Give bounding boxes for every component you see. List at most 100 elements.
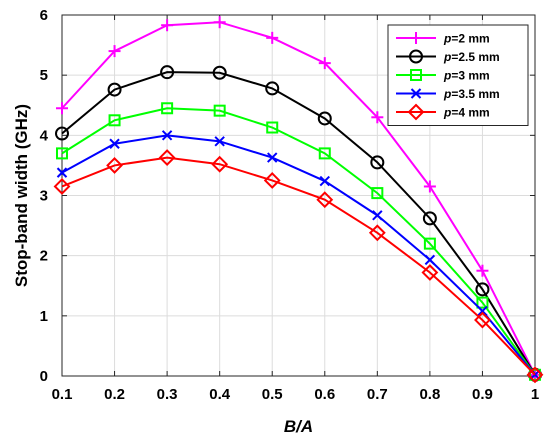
data-point-x bbox=[109, 138, 120, 149]
series-x bbox=[56, 130, 541, 381]
data-point-square bbox=[161, 102, 174, 115]
series-line bbox=[61, 107, 536, 376]
x-tick-label: 0.2 bbox=[104, 386, 125, 403]
x-tick-label: 0.1 bbox=[52, 386, 73, 403]
data-point-circle bbox=[55, 126, 69, 141]
data-point-x bbox=[214, 136, 225, 147]
legend-marker-square bbox=[410, 69, 422, 81]
legend-label-value: =2 mm bbox=[451, 32, 489, 46]
data-point-square bbox=[56, 147, 68, 160]
y-tick-label: 2 bbox=[40, 248, 48, 265]
data-point-diamond bbox=[368, 224, 386, 242]
data-point-diamond bbox=[263, 172, 281, 189]
series-line bbox=[61, 156, 536, 376]
data-point-circle bbox=[212, 65, 227, 80]
data-point-square bbox=[213, 104, 226, 117]
y-tick-label: 0 bbox=[40, 368, 48, 385]
x-axis-title: B/A bbox=[284, 417, 313, 436]
y-tick-label: 1 bbox=[40, 308, 48, 325]
legend-label-variable: p bbox=[443, 50, 451, 64]
x-tick-label: 0.4 bbox=[209, 386, 231, 403]
x-tick-label: 1 bbox=[531, 386, 539, 403]
legend-marker-diamond bbox=[407, 103, 425, 121]
y-axis-ticks: 0 1 2 3 4 5 6 bbox=[40, 7, 535, 385]
data-point-x bbox=[477, 305, 488, 317]
legend-entry: p=2.5 mm bbox=[396, 49, 500, 64]
data-point-circle bbox=[160, 65, 175, 80]
data-point-diamond bbox=[474, 311, 491, 329]
data-point-diamond bbox=[106, 157, 123, 174]
data-point-square bbox=[266, 121, 279, 134]
y-tick-label: 3 bbox=[40, 188, 48, 205]
data-point-x bbox=[424, 254, 436, 266]
data-point-x bbox=[319, 175, 330, 187]
legend-label: p=2 mm bbox=[443, 32, 490, 46]
legend-entry: p=4 mm bbox=[396, 103, 490, 121]
legend-marker-x bbox=[410, 88, 422, 99]
x-tick-label: 0.5 bbox=[262, 386, 283, 403]
legend-label-value: =2.5 mm bbox=[451, 50, 499, 64]
data-point-plus bbox=[213, 16, 226, 29]
x-tick-label: 0.7 bbox=[367, 386, 388, 403]
legend-entry: p=3 mm bbox=[396, 69, 490, 83]
legend-label-value: =4 mm bbox=[451, 106, 489, 120]
data-point-diamond bbox=[158, 149, 176, 167]
data-point-circle bbox=[265, 81, 280, 96]
y-tick-label: 6 bbox=[40, 7, 48, 24]
data-point-plus bbox=[56, 102, 68, 115]
legend-label: p=3.5 mm bbox=[443, 87, 500, 101]
series-diamond bbox=[53, 149, 544, 384]
data-point-x bbox=[372, 210, 383, 221]
x-tick-label: 0.8 bbox=[419, 386, 440, 403]
legend-label: p=2.5 mm bbox=[443, 50, 500, 64]
x-tick-label: 0.3 bbox=[157, 386, 178, 403]
series-line bbox=[61, 71, 536, 376]
data-point-square bbox=[476, 296, 489, 309]
legend-label-variable: p bbox=[443, 69, 451, 83]
y-axis-title: Stop-band width (GHz) bbox=[12, 104, 31, 287]
data-point-diamond bbox=[211, 155, 229, 173]
data-point-plus bbox=[371, 111, 384, 124]
legend-label-value: =3 mm bbox=[451, 69, 489, 83]
data-point-square bbox=[318, 147, 331, 160]
legend-label-value: =3.5 mm bbox=[451, 87, 499, 101]
data-point-circle bbox=[475, 282, 490, 297]
data-point-plus bbox=[423, 180, 436, 193]
legend-entry: p=3.5 mm bbox=[396, 87, 500, 101]
series-line bbox=[61, 134, 536, 376]
data-point-circle bbox=[370, 155, 385, 170]
data-point-circle bbox=[422, 211, 437, 226]
legend-marker-plus bbox=[410, 32, 422, 44]
data-point-diamond bbox=[53, 178, 71, 195]
legend-label-variable: p bbox=[443, 32, 451, 46]
legend: p=2 mmp=2.5 mmp=3 mmp=3.5 mmp=4 mm bbox=[387, 24, 529, 126]
data-point-square bbox=[108, 114, 121, 127]
series-group bbox=[53, 16, 544, 384]
data-point-diamond bbox=[316, 191, 334, 209]
data-point-circle bbox=[107, 82, 122, 97]
data-point-x bbox=[56, 167, 68, 178]
data-point-diamond bbox=[421, 264, 439, 281]
data-point-x bbox=[161, 130, 173, 141]
legend-label: p=3 mm bbox=[443, 69, 490, 83]
data-point-plus bbox=[318, 57, 331, 70]
data-point-x bbox=[267, 152, 278, 163]
data-point-diamond bbox=[526, 366, 544, 384]
x-axis-ticks: 0.1 0.2 0.3 0.4 0.5 0.6 0.7 0.8 0.9 1 bbox=[52, 15, 539, 403]
legend-label-variable: p bbox=[443, 87, 451, 101]
data-point-square bbox=[423, 237, 436, 250]
legend-label: p=4 mm bbox=[443, 106, 490, 120]
x-tick-label: 0.6 bbox=[314, 386, 335, 403]
legend-marker-circle bbox=[409, 49, 423, 64]
data-point-plus bbox=[161, 19, 174, 32]
series-plus bbox=[56, 16, 541, 381]
series-line bbox=[61, 21, 536, 376]
series-square bbox=[56, 102, 541, 381]
legend-entry: p=2 mm bbox=[396, 32, 490, 46]
data-point-circle bbox=[317, 111, 332, 126]
x-tick-label: 0.9 bbox=[472, 386, 493, 403]
data-point-plus bbox=[108, 45, 121, 58]
legend-label-variable: p bbox=[443, 106, 451, 120]
